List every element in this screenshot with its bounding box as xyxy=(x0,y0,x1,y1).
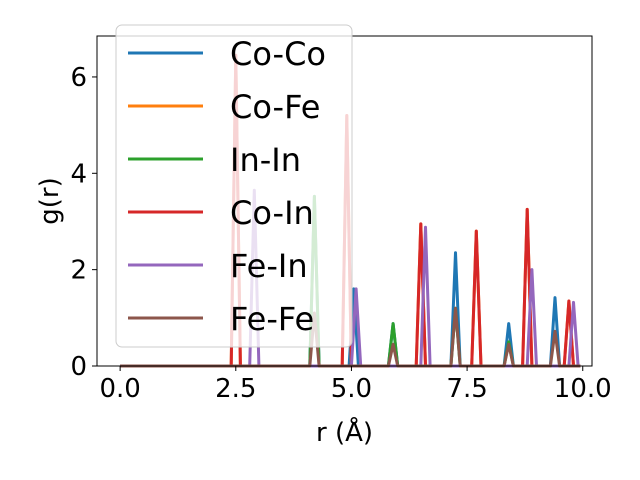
legend-label-co-in: Co-In xyxy=(230,194,314,232)
y-tick-label: 2 xyxy=(70,256,87,286)
y-tick-label: 4 xyxy=(70,159,87,189)
x-axis-label: r (Å) xyxy=(316,416,373,448)
x-tick-label: 10.0 xyxy=(554,374,612,404)
legend-label-fe-fe: Fe-Fe xyxy=(230,300,314,338)
y-tick-label: 0 xyxy=(70,352,87,382)
y-axis-label: g(r) xyxy=(35,177,65,224)
legend-label-fe-in: Fe-In xyxy=(230,247,308,285)
x-tick-label: 7.5 xyxy=(446,374,487,404)
x-tick-label: 5.0 xyxy=(331,374,372,404)
legend: Co-Co Co-Fe In-In Co-In Fe-In Fe-Fe xyxy=(115,24,353,348)
y-axis-ticks: 0 2 4 6 xyxy=(70,63,97,382)
y-tick-label: 6 xyxy=(70,63,87,93)
legend-label-co-fe: Co-Fe xyxy=(230,88,320,126)
legend-box xyxy=(115,24,353,348)
x-tick-label: 2.5 xyxy=(215,374,256,404)
x-tick-label: 0.0 xyxy=(99,374,140,404)
series-line-fe-fe xyxy=(120,306,581,368)
legend-label-in-in: In-In xyxy=(230,141,301,179)
legend-label-co-co: Co-Co xyxy=(230,35,326,73)
x-axis-ticks: 0.0 2.5 5.0 7.5 10.0 xyxy=(99,366,612,404)
